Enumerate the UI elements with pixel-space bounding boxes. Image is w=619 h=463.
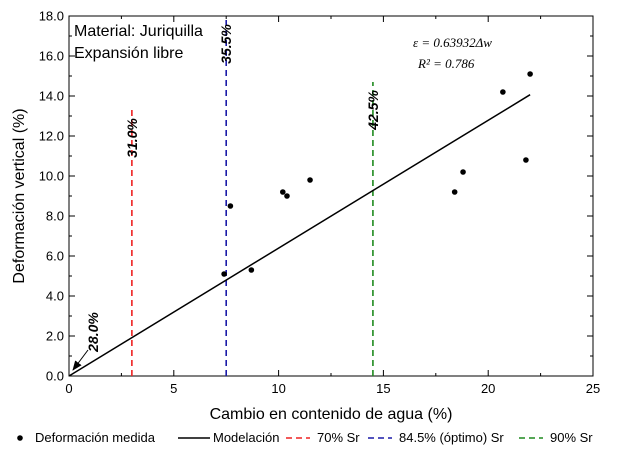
legend-label-1: Modelación (213, 430, 280, 445)
equation-r2: R² = 0.786 (417, 56, 475, 71)
x-axis-ticks: 0 5 10 15 20 25 (65, 16, 600, 396)
data-point (500, 89, 506, 95)
vline-label-4: 42.5% (365, 90, 381, 131)
y-tick-label: 10.0 (39, 169, 64, 184)
vline-label-3: 35.5% (218, 24, 234, 64)
plot-area (68, 15, 594, 377)
legend-label-4: 90% Sr (550, 430, 593, 445)
x-tick-label: 0 (65, 381, 72, 396)
annotation-arrow (72, 349, 89, 371)
y-tick-label: 6.0 (46, 249, 64, 264)
model-line (68, 94, 531, 377)
x-tick-label: 15 (376, 381, 390, 396)
data-point (523, 157, 529, 163)
y-tick-label: 16.0 (39, 49, 64, 64)
y-tick-label: 8.0 (46, 209, 64, 224)
data-point (227, 203, 234, 209)
y-tick-label: 2.0 (46, 329, 64, 344)
x-tick-label: 5 (170, 381, 177, 396)
y-tick-label: 12.0 (39, 129, 64, 144)
x-tick-label: 25 (586, 381, 600, 396)
reference-lines: 31.0% 35.5% 42.5% (124, 16, 381, 376)
equation-epsilon: ε = 0.63932Δw (413, 35, 492, 50)
legend-label-0: Deformación medida (35, 430, 156, 445)
vline-label-2: 31.0% (124, 118, 140, 158)
y-tick-label: 14.0 (39, 89, 64, 104)
data-point (248, 267, 255, 273)
legend: Deformación medida Modelación 70% Sr 84.5% … (17, 430, 593, 445)
data-point (284, 193, 290, 199)
y-tick-label: 4.0 (46, 289, 64, 304)
y-axis-ticks: 0.0 2.0 4.0 6.0 8.0 10.0 12.0 14.0 16.0 18.0 (39, 9, 593, 384)
data-point (279, 189, 286, 195)
annotation-label: 28.0% (85, 312, 101, 353)
x-axis-title: Cambio en contenido de agua (%) (210, 406, 453, 423)
data-points (221, 71, 533, 277)
data-point (460, 169, 466, 175)
info-box-condition: Expansión libre (74, 45, 184, 62)
data-point (527, 71, 533, 77)
data-point (451, 189, 458, 195)
legend-label-2: 70% Sr (317, 430, 360, 445)
data-point (221, 271, 227, 277)
y-tick-label: 0.0 (46, 369, 64, 384)
x-tick-label: 10 (271, 381, 285, 396)
x-tick-label: 20 (481, 381, 495, 396)
info-box-material: Material: Juriquilla (74, 23, 203, 40)
data-point (307, 177, 313, 183)
legend-swatch-measured (17, 435, 23, 441)
model-line-group (68, 94, 531, 377)
y-axis-title: Deformación vertical (%) (11, 108, 28, 283)
y-tick-label: 18.0 (39, 9, 64, 24)
legend-label-3: 84.5% (óptimo) Sr (399, 430, 504, 445)
